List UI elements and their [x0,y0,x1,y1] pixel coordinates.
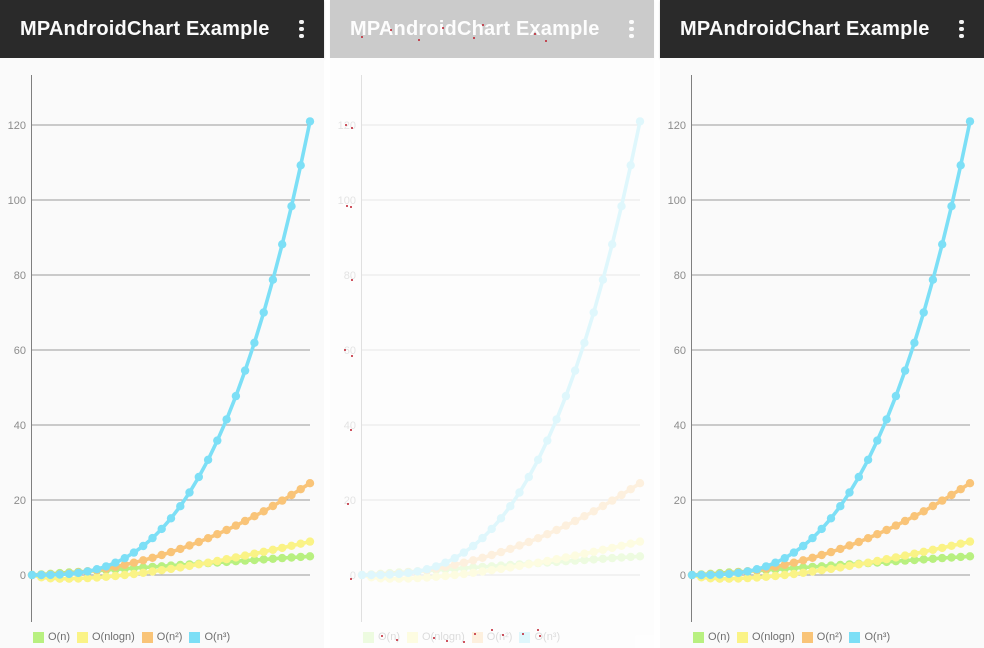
legend-item-on3: O(n³) [189,632,230,643]
legend-label: O(n) [378,631,400,643]
legend-item-on2: O(n²) [471,631,513,643]
legend-label: O(n²) [486,631,513,643]
svg-text:120: 120 [668,120,686,132]
chart-legend: O(n) O(nlogn) O(n²) O(n³) [693,632,890,643]
legend-item-onlogn: O(nlogn) [77,632,135,643]
legend-swatch-orange [141,632,153,643]
legend-swatch-orange [471,632,483,643]
chart-canvas[interactable]: 0 20 40 60 80 100 120 [660,58,984,648]
svg-text:40: 40 [14,420,26,432]
legend-item-on2: O(n²) [801,631,843,643]
legend-label: O(n) [708,631,730,643]
app-title: MPAndroidChart Example [20,17,270,40]
svg-text:60: 60 [14,345,26,357]
legend-item-on: O(n) [693,632,730,643]
panel-middle: MPAndroidChart Example 0 20 40 60 80 100 120 O… [330,0,654,648]
legend-swatch-orange [801,632,813,643]
legend-swatch-yellow [407,632,418,643]
svg-text:80: 80 [344,270,356,282]
legend-item-on3: O(n³) [849,632,890,643]
svg-text:100: 100 [338,195,356,207]
legend-swatch-green [693,632,704,643]
svg-text:0: 0 [20,570,26,582]
legend-label: O(nlogn) [422,631,465,643]
line-chart[interactable]: 0 20 40 60 80 100 120 O(n) O(nlogn) O(n²) O(n³… [0,58,324,648]
legend-item-onlogn: O(nlogn) [407,632,465,643]
chart-legend: O(n) O(nlogn) O(n²) O(n³) [363,632,560,643]
svg-text:120: 120 [8,120,26,132]
appbar: MPAndroidChart Example [660,0,984,58]
svg-text:20: 20 [344,495,356,507]
legend-item-on: O(n) [363,632,400,643]
appbar: MPAndroidChart Example [0,0,324,58]
panel-right: MPAndroidChart Example 0 20 40 60 80 100 120 O… [660,0,984,648]
legend-swatch-cyan [189,632,201,643]
line-chart[interactable]: 0 20 40 60 80 100 120 O(n) O(nlogn) O(n²) O(n³… [660,58,984,648]
svg-text:100: 100 [8,195,26,207]
svg-text:60: 60 [674,345,686,357]
chart-canvas[interactable]: 0 20 40 60 80 100 120 [330,58,654,648]
chart-legend: O(n) O(nlogn) O(n²) O(n³) [33,632,230,643]
svg-text:120: 120 [338,120,356,132]
svg-text:0: 0 [680,570,686,582]
app-title: MPAndroidChart Example [680,17,930,40]
svg-text:100: 100 [668,195,686,207]
svg-text:20: 20 [14,495,26,507]
legend-label: O(nlogn) [752,631,795,643]
overflow-menu-icon[interactable] [623,15,640,44]
legend-swatch-yellow [737,632,748,643]
svg-text:80: 80 [14,270,26,282]
line-chart[interactable]: 0 20 40 60 80 100 120 O(n) O(nlogn) O(n²) O(n³… [330,58,654,648]
svg-text:40: 40 [344,420,356,432]
panel-left: MPAndroidChart Example 0 20 40 60 80 100 120 O… [0,0,324,648]
svg-text:80: 80 [674,270,686,282]
legend-swatch-cyan [849,632,861,643]
app-title: MPAndroidChart Example [350,17,600,40]
legend-label: O(n³) [864,631,891,643]
legend-item-on2: O(n²) [141,631,183,643]
legend-swatch-green [363,632,374,643]
legend-item-on3: O(n³) [519,632,560,643]
legend-swatch-yellow [77,632,88,643]
legend-label: O(n²) [156,631,183,643]
legend-item-onlogn: O(nlogn) [737,632,795,643]
appbar: MPAndroidChart Example [330,0,654,58]
svg-text:60: 60 [344,345,356,357]
svg-text:0: 0 [350,570,356,582]
legend-item-on: O(n) [33,632,70,643]
svg-text:40: 40 [674,420,686,432]
legend-swatch-cyan [519,632,531,643]
legend-label: O(nlogn) [92,631,135,643]
legend-label: O(n³) [534,631,561,643]
legend-swatch-green [33,632,44,643]
chart-canvas[interactable]: 0 20 40 60 80 100 120 [0,58,324,648]
legend-label: O(n) [48,631,70,643]
legend-label: O(n³) [204,631,231,643]
svg-text:20: 20 [674,495,686,507]
legend-label: O(n²) [816,631,843,643]
overflow-menu-icon[interactable] [293,15,310,44]
overflow-menu-icon[interactable] [953,15,970,44]
